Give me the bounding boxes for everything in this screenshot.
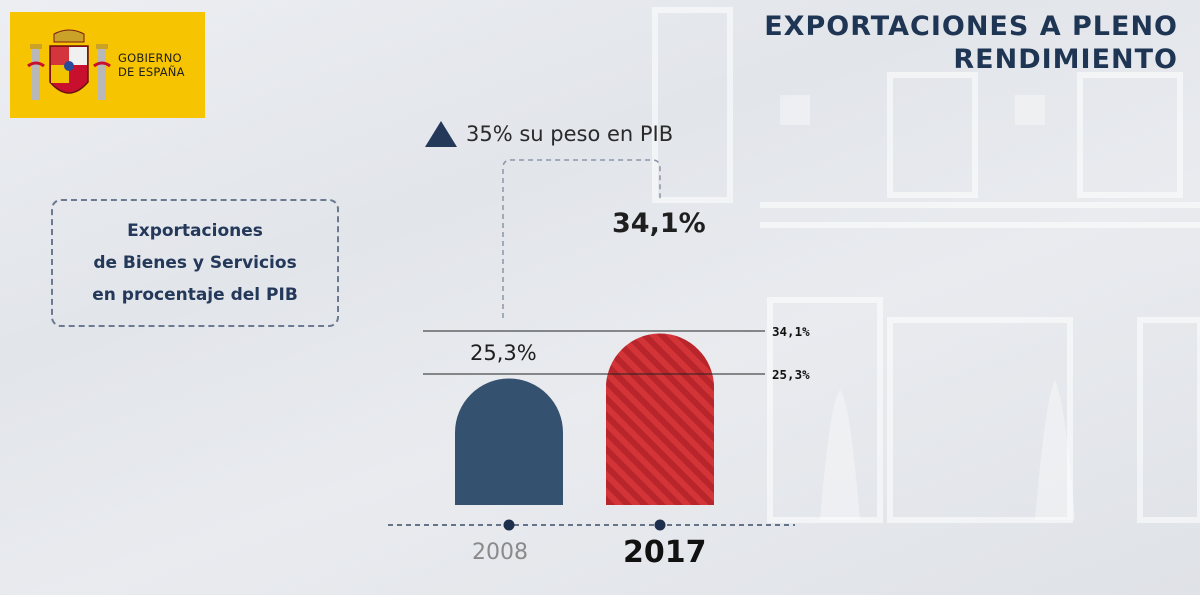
value-label-2017: 34,1% xyxy=(612,208,706,239)
info-box-line-3: en procentaje del PIB xyxy=(92,285,298,305)
logo-line-2: DE ESPAÑA xyxy=(118,65,185,79)
logo-line-1: GOBIERNO xyxy=(118,51,182,65)
info-box-line-2: de Bienes y Servicios xyxy=(93,253,297,273)
growth-annotation: 35% su peso en PIB xyxy=(424,120,673,148)
axis-dot-2017 xyxy=(654,519,666,531)
info-box: Exportaciones de Bienes y Servicios en p… xyxy=(51,199,339,327)
tick-label-2008: 2008 xyxy=(472,540,528,565)
reference-label-2: 25,3% xyxy=(772,367,810,382)
page-title: EXPORTACIONES A PLENO RENDIMIENTO xyxy=(764,10,1178,76)
coat-of-arms-icon xyxy=(27,29,111,100)
growth-bracket xyxy=(502,159,661,318)
bar-2008 xyxy=(455,378,563,505)
triangle-up-icon xyxy=(425,121,457,147)
value-label-2008: 25,3% xyxy=(470,341,537,365)
bar-2017 xyxy=(606,333,714,505)
gobierno-logo: GOBIERNO DE ESPAÑA xyxy=(10,12,205,118)
page-title-line-1: EXPORTACIONES A PLENO xyxy=(764,11,1178,42)
axis-dot-2008 xyxy=(503,519,515,531)
page-title-line-2: RENDIMIENTO xyxy=(953,44,1178,75)
reference-label-1: 34,1% xyxy=(772,324,810,339)
info-box-line-1: Exportaciones xyxy=(127,221,263,241)
tick-label-2017: 2017 xyxy=(623,535,707,570)
annotation-text: 35% su peso en PIB xyxy=(466,122,674,146)
